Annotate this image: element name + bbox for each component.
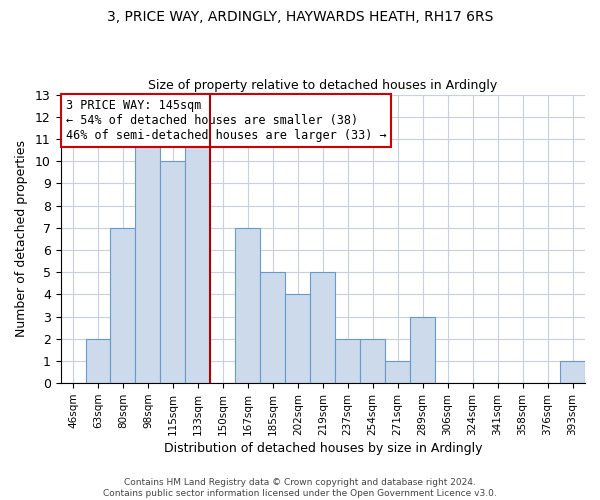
Text: Contains HM Land Registry data © Crown copyright and database right 2024.
Contai: Contains HM Land Registry data © Crown c…	[103, 478, 497, 498]
Bar	[136, 139, 160, 383]
Bar	[310, 272, 335, 383]
Bar	[360, 339, 385, 383]
Text: 3, PRICE WAY, ARDINGLY, HAYWARDS HEATH, RH17 6RS: 3, PRICE WAY, ARDINGLY, HAYWARDS HEATH, …	[107, 10, 493, 24]
Bar	[185, 139, 211, 383]
X-axis label: Distribution of detached houses by size in Ardingly: Distribution of detached houses by size …	[164, 442, 482, 455]
Y-axis label: Number of detached properties: Number of detached properties	[15, 140, 28, 338]
Title: Size of property relative to detached houses in Ardingly: Size of property relative to detached ho…	[148, 79, 497, 92]
Bar	[335, 339, 360, 383]
Bar	[260, 272, 286, 383]
Bar	[86, 339, 110, 383]
Bar	[410, 316, 435, 383]
Bar	[286, 294, 310, 383]
Bar	[385, 361, 410, 383]
Text: 3 PRICE WAY: 145sqm
← 54% of detached houses are smaller (38)
46% of semi-detach: 3 PRICE WAY: 145sqm ← 54% of detached ho…	[66, 99, 386, 142]
Bar	[160, 161, 185, 383]
Bar	[110, 228, 136, 383]
Bar	[235, 228, 260, 383]
Bar	[560, 361, 585, 383]
